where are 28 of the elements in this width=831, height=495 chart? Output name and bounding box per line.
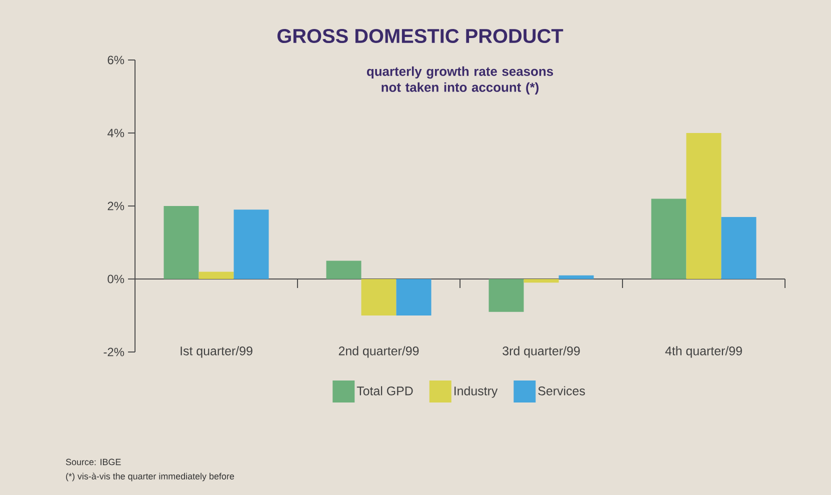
y-tick-label: 2% xyxy=(108,202,124,210)
text: quarterly growth rate seasons not taken into account (*) xyxy=(366,66,554,94)
legend-label: Services xyxy=(538,386,585,396)
bar xyxy=(234,210,269,279)
bar xyxy=(361,278,396,316)
legend-label: Industry xyxy=(454,386,498,398)
bar xyxy=(651,198,686,279)
y-tick-label: 6% xyxy=(108,56,124,64)
y-tick-label: 0% xyxy=(108,274,124,284)
bar xyxy=(524,278,559,283)
x-tick-label: 3rd quarter/99 xyxy=(502,346,580,358)
bar xyxy=(396,278,432,316)
legend-label: Total GPD xyxy=(356,386,413,396)
bar xyxy=(164,206,199,279)
x-tick-label: 4th quarter/99 xyxy=(665,346,742,358)
x-tick-label: Ist quarter/99 xyxy=(180,346,252,358)
bar xyxy=(686,133,722,279)
bar xyxy=(721,216,756,279)
text: (*) vis-à-vis the quarter immediately before xyxy=(66,472,234,482)
source-note: Source: IBGE xyxy=(66,458,121,466)
y-tick-label: -2% xyxy=(104,348,124,356)
x-tick-label: 2nd quarter/99 xyxy=(338,346,419,358)
chart-title: GROSS DOMESTIC PRODUCT xyxy=(277,28,564,44)
bar xyxy=(558,275,594,279)
y-tick-label: 4% xyxy=(107,128,124,138)
bar xyxy=(326,260,362,279)
bar xyxy=(488,278,524,312)
bar xyxy=(198,272,234,279)
